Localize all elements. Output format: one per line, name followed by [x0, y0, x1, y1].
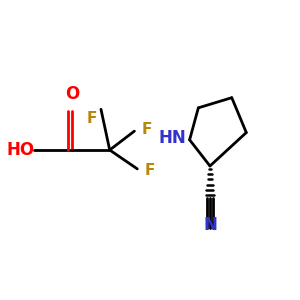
- Text: F: F: [142, 122, 152, 137]
- Text: F: F: [145, 163, 155, 178]
- Text: F: F: [86, 111, 97, 126]
- Text: HN: HN: [159, 129, 187, 147]
- Text: HO: HO: [6, 141, 34, 159]
- Text: O: O: [65, 85, 79, 103]
- Text: N: N: [203, 216, 217, 234]
